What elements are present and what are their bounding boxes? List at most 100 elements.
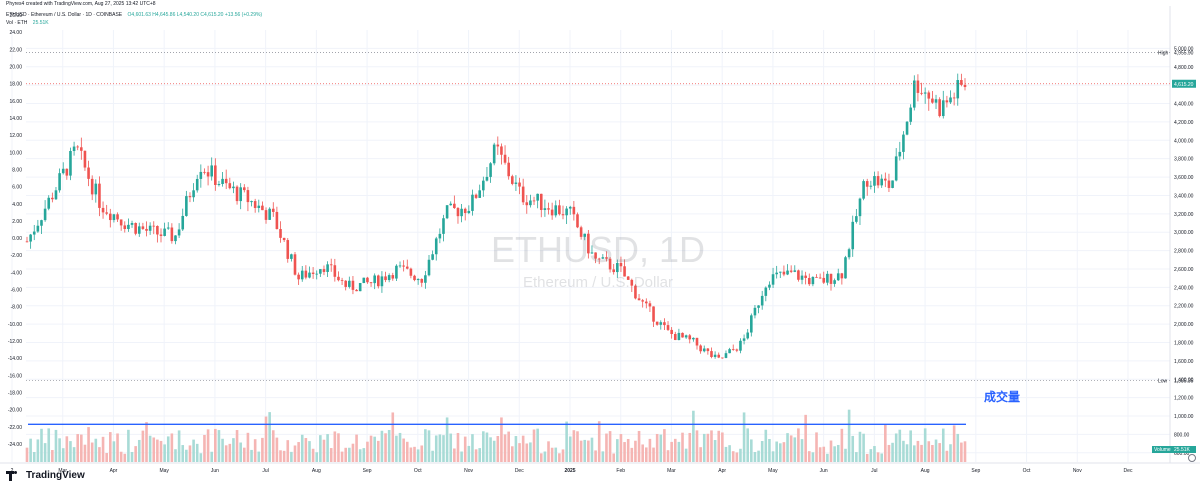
volume-bar xyxy=(156,439,159,462)
candle-body xyxy=(141,226,145,229)
candle-body xyxy=(634,285,637,299)
volume-bar xyxy=(731,451,735,462)
volume-badge-label-bg xyxy=(1152,446,1172,453)
volume-bar xyxy=(188,445,192,462)
volume-bar xyxy=(826,453,829,462)
chart-legend-volume[interactable]: Vol · ETH 25.51K xyxy=(6,20,49,26)
candle-body xyxy=(344,280,348,287)
candle-body xyxy=(326,264,329,272)
volume-bar xyxy=(471,434,474,462)
volume-bar xyxy=(724,446,728,462)
volume-bar xyxy=(876,452,880,462)
price-tick-label: 1,800.00 xyxy=(1174,341,1194,347)
candle-body xyxy=(963,84,967,88)
candle-body xyxy=(945,100,949,103)
price-tick-label: 2,600.00 xyxy=(1174,267,1194,273)
volume-bar xyxy=(293,445,297,462)
volume-bar xyxy=(108,432,112,462)
volume-bar xyxy=(941,428,945,462)
volume-bar xyxy=(905,444,909,462)
volume-bar xyxy=(811,452,815,462)
candle-body xyxy=(366,277,369,283)
tradingview-logo[interactable]: TradingView xyxy=(6,470,85,481)
volume-bar xyxy=(199,453,203,462)
volume-bar xyxy=(597,421,601,462)
volume-bar xyxy=(873,446,876,462)
candle-body xyxy=(47,197,51,209)
candle-body xyxy=(952,97,956,99)
volume-bar xyxy=(261,437,264,462)
candle-body xyxy=(376,275,380,287)
volume-bar xyxy=(532,429,536,462)
time-tick-label: Aug xyxy=(921,468,930,474)
time-tick-label: Nov xyxy=(464,468,473,474)
volume-bar xyxy=(116,433,119,462)
candle-body xyxy=(514,182,518,184)
time-tick-label: May xyxy=(159,468,169,474)
candle-body xyxy=(188,196,192,198)
candle-body xyxy=(525,202,529,206)
volume-bar xyxy=(616,439,619,462)
candle-body xyxy=(840,273,844,279)
left-tick-label: -22.00 xyxy=(8,425,22,431)
volume-bar xyxy=(351,443,355,462)
candle-body xyxy=(351,280,355,290)
volume-bar xyxy=(239,442,242,462)
settings-gear-icon[interactable] xyxy=(1188,454,1196,462)
volume-bar xyxy=(152,437,156,462)
candle-body xyxy=(170,227,174,242)
volume-bar xyxy=(568,436,572,462)
volume-bar xyxy=(322,439,326,462)
candle-body xyxy=(858,198,862,217)
candle-body xyxy=(612,269,616,273)
left-tick-label: -2.00 xyxy=(11,253,23,259)
volume-bar xyxy=(148,435,152,462)
volume-bar xyxy=(80,434,83,462)
volume-bar xyxy=(862,433,865,462)
volume-bar xyxy=(391,412,395,462)
candle-body xyxy=(322,269,326,272)
volume-bar xyxy=(279,450,282,462)
volume-bar xyxy=(750,439,753,462)
left-tick-label: 18.00 xyxy=(9,82,22,88)
chart-grid xyxy=(0,6,1200,464)
chart-legend-symbol[interactable]: ETHUSD · Ethereum / U.S. Dollar · 1D · C… xyxy=(6,12,262,18)
volume-bar xyxy=(282,450,286,462)
candle-body xyxy=(742,338,746,341)
candle-body xyxy=(927,92,931,99)
volume-bar xyxy=(710,430,713,462)
time-axis: 2MarAprMayJunJulAugSepOctNovDec2025FebMa… xyxy=(11,468,1133,474)
volume-bar xyxy=(500,417,503,462)
volume-bar xyxy=(833,446,836,462)
time-tick-label: Oct xyxy=(1023,468,1031,474)
volume-bar xyxy=(952,425,956,462)
volume-bar xyxy=(894,433,898,462)
volume-bar xyxy=(206,429,210,462)
volume-bar xyxy=(137,439,141,462)
price-tick-label: 600.00 xyxy=(1174,451,1190,457)
candle-body xyxy=(626,276,630,280)
volume-bar xyxy=(329,448,333,462)
candle-body xyxy=(358,283,362,292)
volume-badge-value: 25.51K xyxy=(1174,447,1191,453)
left-tick-label: 10.00 xyxy=(9,150,22,156)
volume-bar xyxy=(554,447,558,462)
candle-body xyxy=(673,333,677,341)
candle-body xyxy=(492,144,496,164)
time-tick-label: Mar xyxy=(667,468,676,474)
candle-body xyxy=(597,258,601,260)
volume-bar xyxy=(829,440,833,462)
volume-bar xyxy=(753,452,757,462)
candle-body xyxy=(536,193,539,201)
volume-bar xyxy=(514,436,518,462)
candle-body xyxy=(695,337,699,346)
candle-body xyxy=(666,325,670,330)
candle-body xyxy=(442,218,445,234)
volume-bar xyxy=(123,453,127,462)
volume-bar xyxy=(54,429,58,462)
candle-body xyxy=(641,300,644,302)
left-axis: 26.00 24.00 22.00 20.00 18.00 16.00 14.00 12.00… xyxy=(8,13,22,448)
candle-body xyxy=(608,258,612,270)
volume-bar xyxy=(844,448,847,462)
